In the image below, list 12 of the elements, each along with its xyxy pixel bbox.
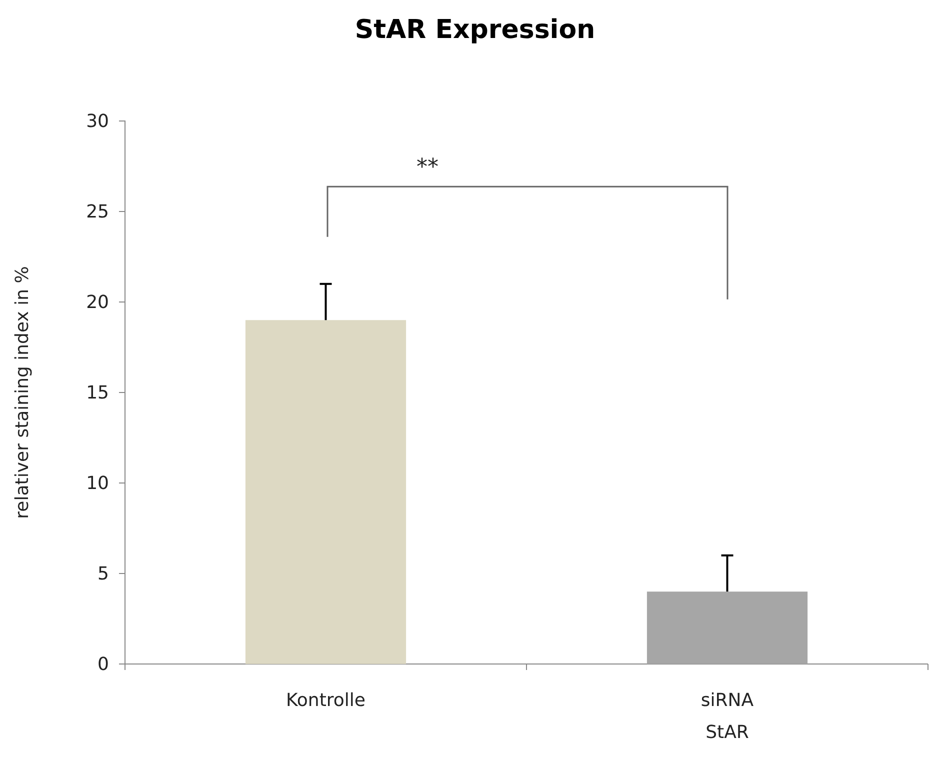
y-tick-label: 15 [86, 382, 109, 404]
y-tick-label: 20 [86, 292, 109, 313]
chart-title: StAR Expression [354, 15, 596, 45]
x-tick-label: siRNA StAR [700, 690, 754, 743]
y-tick-label: 0 [98, 654, 109, 675]
y-axis-title: relativer staining index in % [12, 266, 33, 519]
y-tick-label: 25 [86, 201, 109, 222]
y-tick-label: 30 [86, 110, 109, 132]
annotation: ** [416, 154, 438, 180]
x-tick-label: Kontrolle [286, 690, 366, 711]
y-tick-label: 10 [86, 472, 109, 494]
y-tick-label: 5 [98, 563, 109, 584]
